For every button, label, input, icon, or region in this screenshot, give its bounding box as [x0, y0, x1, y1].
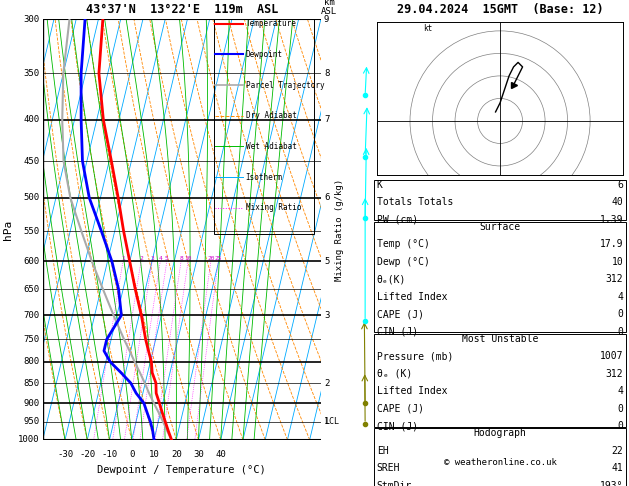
Text: 700: 700	[23, 311, 40, 320]
Text: 1007: 1007	[600, 351, 623, 361]
Text: Lifted Index: Lifted Index	[377, 292, 447, 302]
Text: 0: 0	[129, 451, 135, 459]
Text: EH: EH	[377, 446, 389, 456]
Text: 0: 0	[618, 309, 623, 319]
Text: 3: 3	[150, 257, 154, 261]
Text: Dewp (°C): Dewp (°C)	[377, 257, 430, 267]
Text: 8: 8	[179, 257, 183, 261]
Text: 350: 350	[23, 69, 40, 78]
Text: 850: 850	[23, 379, 40, 387]
Text: 312: 312	[606, 274, 623, 284]
Text: 17.9: 17.9	[600, 239, 623, 249]
Text: PW (cm): PW (cm)	[377, 215, 418, 225]
Text: 30: 30	[193, 451, 204, 459]
Text: 1: 1	[121, 257, 125, 261]
Text: θₑ(K): θₑ(K)	[377, 274, 406, 284]
Text: 450: 450	[23, 156, 40, 166]
Text: Hodograph: Hodograph	[474, 428, 526, 438]
Text: km
ASL: km ASL	[321, 0, 337, 16]
Text: -20: -20	[79, 451, 96, 459]
Text: Dry Adiabat: Dry Adiabat	[246, 111, 297, 120]
Text: 0: 0	[618, 404, 623, 414]
Text: 750: 750	[23, 335, 40, 344]
Text: 1000: 1000	[18, 435, 40, 444]
Text: kt: kt	[423, 24, 433, 33]
Text: -30: -30	[57, 451, 73, 459]
Text: 4: 4	[618, 386, 623, 396]
Text: 4: 4	[618, 292, 623, 302]
Text: 9: 9	[324, 15, 330, 24]
Text: Dewpoint / Temperature (°C): Dewpoint / Temperature (°C)	[97, 465, 266, 475]
Text: 20: 20	[171, 451, 182, 459]
Text: 10: 10	[184, 257, 192, 261]
Text: 193°: 193°	[600, 481, 623, 486]
Text: 22: 22	[611, 446, 623, 456]
Text: Lifted Index: Lifted Index	[377, 386, 447, 396]
Text: CIN (J): CIN (J)	[377, 421, 418, 431]
Text: 10: 10	[611, 257, 623, 267]
Text: 4: 4	[159, 257, 162, 261]
Text: 6: 6	[324, 193, 330, 202]
Bar	[214, 19, 314, 234]
Text: CAPE (J): CAPE (J)	[377, 309, 424, 319]
Text: Isotherm: Isotherm	[246, 173, 282, 182]
Text: Pressure (mb): Pressure (mb)	[377, 351, 453, 361]
Text: 0: 0	[618, 327, 623, 337]
Text: Temperature: Temperature	[246, 19, 297, 28]
Text: 40: 40	[611, 197, 623, 208]
Text: 20: 20	[207, 257, 214, 261]
Text: Mixing Ratio (g/kg): Mixing Ratio (g/kg)	[335, 178, 344, 281]
Text: hPa: hPa	[3, 220, 13, 240]
Text: LCL: LCL	[324, 417, 339, 426]
Text: 6: 6	[618, 180, 623, 190]
Text: Mixing Ratio: Mixing Ratio	[246, 203, 301, 212]
Text: 650: 650	[23, 285, 40, 294]
Text: Most Unstable: Most Unstable	[462, 334, 538, 344]
Text: 0: 0	[618, 421, 623, 431]
Text: StmDir: StmDir	[377, 481, 412, 486]
Text: 550: 550	[23, 226, 40, 236]
Text: 300: 300	[23, 15, 40, 24]
Text: 2: 2	[139, 257, 143, 261]
Text: 10: 10	[148, 451, 159, 459]
Text: 25: 25	[214, 257, 222, 261]
Text: Parcel Trajectory: Parcel Trajectory	[246, 81, 325, 89]
Text: 3: 3	[324, 311, 330, 320]
Text: Wet Adiabat: Wet Adiabat	[246, 142, 297, 151]
Text: 7: 7	[324, 115, 330, 124]
Text: 950: 950	[23, 417, 40, 426]
Text: 41: 41	[611, 463, 623, 473]
Text: -10: -10	[101, 451, 118, 459]
Text: 43°37'N  13°22'E  119m  ASL: 43°37'N 13°22'E 119m ASL	[86, 2, 278, 16]
Text: 5: 5	[165, 257, 169, 261]
Text: 1.39: 1.39	[600, 215, 623, 225]
Text: 600: 600	[23, 257, 40, 266]
Text: 500: 500	[23, 193, 40, 202]
Text: 29.04.2024  15GMT  (Base: 12): 29.04.2024 15GMT (Base: 12)	[397, 2, 603, 16]
Text: 800: 800	[23, 357, 40, 366]
Text: 900: 900	[23, 399, 40, 408]
Text: 5: 5	[324, 257, 330, 266]
Text: θₑ (K): θₑ (K)	[377, 369, 412, 379]
Text: 40: 40	[215, 451, 226, 459]
Text: CIN (J): CIN (J)	[377, 327, 418, 337]
Text: © weatheronline.co.uk: © weatheronline.co.uk	[443, 457, 557, 467]
Text: Dewpoint: Dewpoint	[246, 50, 282, 59]
Text: 2: 2	[324, 379, 330, 387]
Text: SREH: SREH	[377, 463, 400, 473]
Text: 8: 8	[324, 69, 330, 78]
Text: 1: 1	[324, 417, 330, 426]
Text: 312: 312	[606, 369, 623, 379]
Text: K: K	[377, 180, 382, 190]
Text: 400: 400	[23, 115, 40, 124]
Text: CAPE (J): CAPE (J)	[377, 404, 424, 414]
Text: Temp (°C): Temp (°C)	[377, 239, 430, 249]
Text: Totals Totals: Totals Totals	[377, 197, 453, 208]
Text: Surface: Surface	[479, 222, 521, 232]
